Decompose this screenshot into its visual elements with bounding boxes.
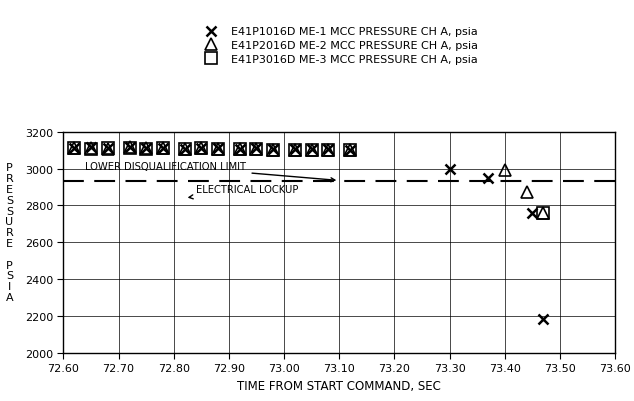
Legend: E41P1016D ME-1 MCC PRESSURE CH A, psia, E41P2016D ME-2 MCC PRESSURE CH A, psia, : E41P1016D ME-1 MCC PRESSURE CH A, psia, … <box>200 27 478 65</box>
Text: P
R
E
S
S
U
R
E

P
S
I
A: P R E S S U R E P S I A <box>6 163 13 302</box>
X-axis label: TIME FROM START COMMAND, SEC: TIME FROM START COMMAND, SEC <box>237 379 441 392</box>
Text: ELECTRICAL LOCKUP: ELECTRICAL LOCKUP <box>189 185 298 199</box>
Text: LOWER DISQUALIFICATION LIMIT: LOWER DISQUALIFICATION LIMIT <box>86 162 335 182</box>
